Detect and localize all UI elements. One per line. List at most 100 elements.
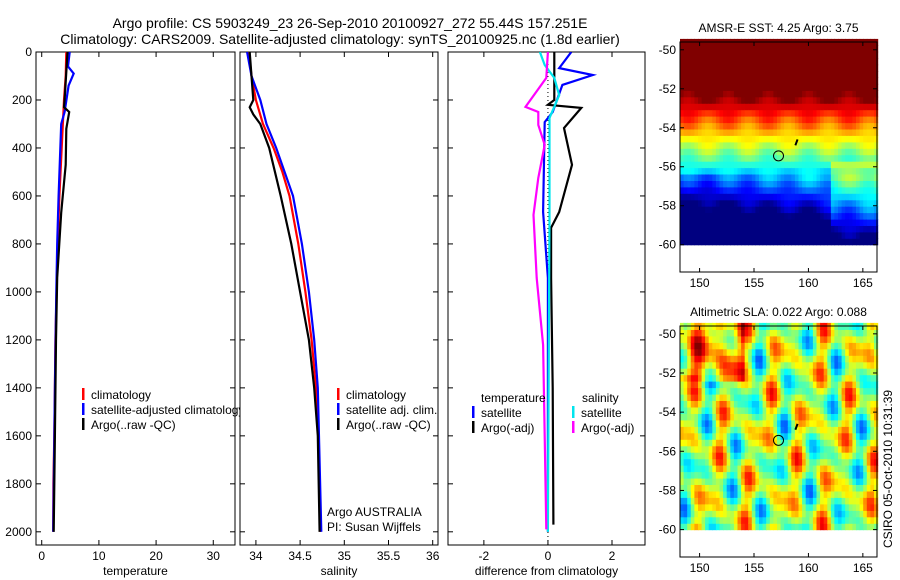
map-cell [773,161,778,169]
map-cell [683,413,688,421]
map-cell [715,516,721,524]
map-cell [683,503,688,511]
map-cell [762,445,767,453]
map-cell [859,167,864,175]
map-cell [712,154,717,162]
map-cell [698,109,703,117]
y-tick-label: 1000 [5,285,32,299]
map-cell [683,167,688,175]
map-cell [870,452,875,460]
map-cell [694,109,699,117]
map-cell [726,77,731,85]
map-cell [733,335,739,343]
map-cell [698,103,703,111]
map-cell [823,45,828,53]
map-cell [680,523,685,531]
map-cell [744,355,749,363]
map-cell [705,212,710,220]
map-cell [834,510,839,518]
map-cell [845,510,850,518]
map-cell [866,439,871,447]
map-cell [784,193,789,201]
map-cell [719,439,724,447]
map-cell [784,116,789,124]
map-cell [866,516,871,524]
map-cell [708,180,713,188]
map-cell [820,141,825,149]
map-cell [737,71,742,78]
map-cell [723,335,728,343]
map-cell [827,439,832,447]
map-cell [741,225,746,233]
map-cell [845,193,850,201]
map-cell [723,51,728,59]
map-cell [773,329,778,337]
map-cell [683,58,688,66]
map-cell [701,199,706,207]
map-cell [766,64,771,72]
map-cell [830,167,836,175]
map-cell [755,426,760,434]
map-cell [741,83,746,91]
legend-title-temperature: temperature [481,391,546,405]
map-cell [852,206,857,214]
map-cell [769,58,774,66]
map-cell [737,174,742,181]
map-cell [766,238,771,246]
map-cell [874,161,879,169]
map-cell [777,490,782,498]
map-cell [830,329,836,337]
map-cell [863,452,868,460]
map-cell [698,116,703,124]
map-cell [784,355,789,363]
map-cell [701,180,706,188]
map-cell [705,109,710,117]
map-cell [812,381,818,389]
map-cell [834,109,839,117]
map-cell [841,393,846,401]
map-cell [733,219,739,226]
map-cell [866,238,871,246]
map-cell [784,219,789,226]
map-cell [730,465,735,473]
map-cell [680,510,685,518]
map-cell [730,219,735,226]
map-cell [737,413,742,421]
map-cell [812,212,818,220]
map-cell [866,387,871,395]
map-cell [730,381,735,389]
map-cell [769,484,774,492]
map-cell [680,432,685,440]
map-cell [751,77,756,85]
map-cell [787,419,792,427]
map-cell [852,122,857,130]
map-cell [726,465,731,473]
map-cell [859,174,864,181]
map-cell [698,387,703,395]
map-cell [705,387,710,395]
map-cell [834,490,839,498]
map-cell [798,167,803,175]
map-cell [730,167,735,175]
map-cell [737,477,742,485]
map-cell [834,51,839,59]
map-cell [816,231,821,239]
map-cell [687,465,692,473]
map-cell [759,329,764,337]
map-cell [694,393,699,401]
map-cell [680,497,685,505]
map-cell [762,238,767,246]
map-cell [834,141,839,149]
map-cell [816,199,821,207]
map-cell [874,426,879,434]
map-cell [823,381,828,389]
map-cell [762,465,767,473]
y-tick-label: 1400 [5,381,32,395]
map-cell [748,406,753,414]
map-cell [708,238,713,246]
map-cell [694,419,699,427]
map-cell [748,393,753,401]
map-cell [730,128,735,136]
map-cell [823,154,828,162]
map-cell [730,497,735,505]
